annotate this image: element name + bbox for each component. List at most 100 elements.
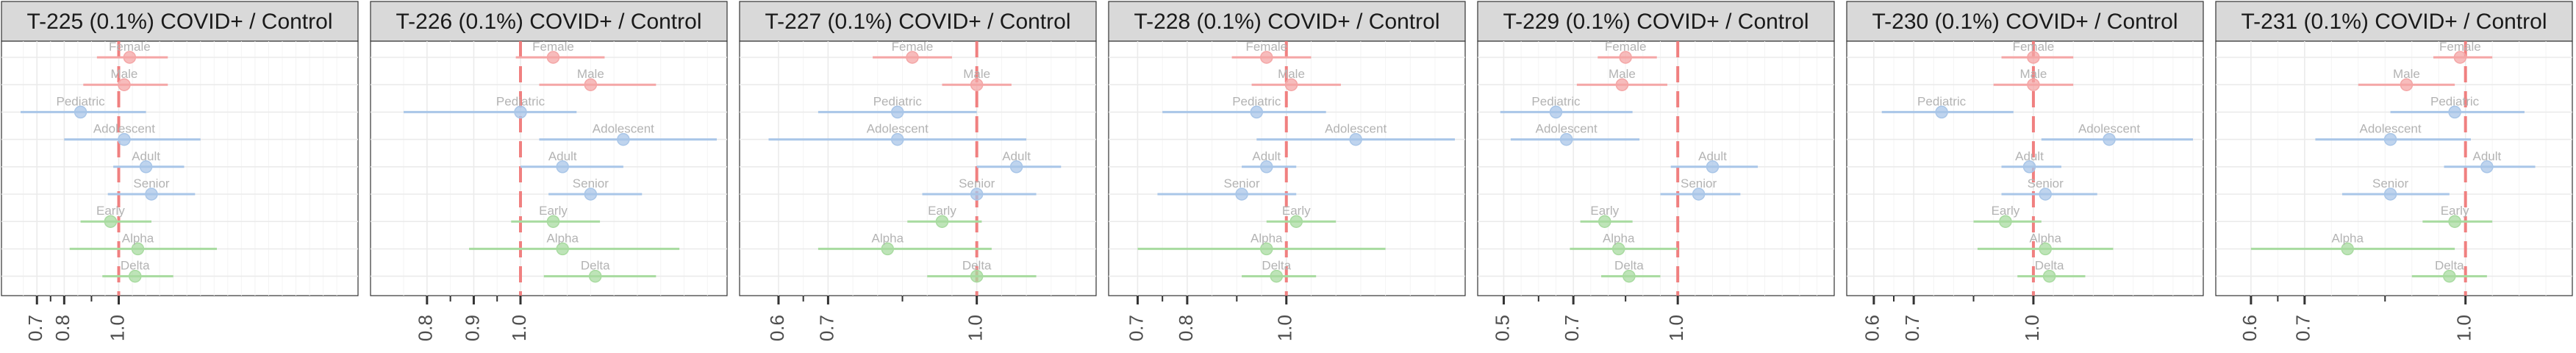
facet-panel-6: T-230 (0.1%) COVID+ / Control Female Male P…	[1846, 1, 2204, 341]
point-marker	[118, 132, 131, 146]
point-marker	[546, 51, 560, 64]
point-marker	[1349, 132, 1362, 146]
point-marker	[1622, 269, 1636, 283]
point-marker	[1260, 160, 1273, 174]
point-label: Delta	[1262, 259, 1291, 273]
point-label: Male	[1609, 67, 1636, 81]
point-marker	[881, 242, 895, 256]
point-label: Senior	[959, 176, 995, 190]
point-label: Alpha	[1251, 231, 1283, 245]
point-marker	[2448, 105, 2461, 119]
plot-area	[1, 40, 359, 296]
facet-title: T-230 (0.1%) COVID+ / Control	[1872, 10, 2178, 34]
point-marker	[1009, 160, 1023, 174]
point-label: Adolescent	[867, 122, 929, 136]
point-marker	[1559, 132, 1573, 146]
point-label: Adolescent	[2359, 122, 2421, 136]
point-marker	[2448, 215, 2461, 228]
facet-strip	[1108, 1, 1466, 42]
point-marker	[584, 78, 598, 91]
point-label: Adolescent	[2078, 122, 2140, 136]
point-marker	[1611, 242, 1625, 256]
point-label: Delta	[581, 259, 610, 273]
point-label: Adult	[1002, 149, 1031, 163]
point-label: Female	[1245, 40, 1287, 54]
point-label: Male	[2019, 67, 2047, 81]
point-label: Alpha	[2029, 231, 2061, 245]
point-label: Female	[2013, 40, 2055, 54]
x-tick-label: 0.6	[1861, 315, 1883, 341]
facet-title: T-227 (0.1%) COVID+ / Control	[765, 10, 1071, 34]
point-marker	[2341, 242, 2354, 256]
point-label: Delta	[2435, 259, 2464, 273]
point-label: Pediatric	[496, 94, 545, 108]
x-tick-label: 0.8	[51, 315, 74, 341]
x-tick-label: 1.0	[1665, 315, 1687, 341]
x-tick-label: 1.0	[1274, 315, 1296, 341]
facet-panel-1: T-225 (0.1%) COVID+ / Control Female Male P…	[1, 1, 359, 341]
point-label: Senior	[1224, 176, 1260, 190]
point-label: Adult	[2472, 149, 2501, 163]
point-marker	[2022, 160, 2036, 174]
x-tick-label: 0.7	[815, 315, 837, 341]
point-marker	[1615, 78, 1629, 91]
point-label: Early	[1282, 204, 1311, 218]
facet-strip	[739, 1, 1097, 42]
point-label: Adult	[1252, 149, 1281, 163]
point-marker	[2042, 269, 2056, 283]
x-tick-label: 0.7	[1901, 315, 1923, 341]
point-label: Delta	[1614, 259, 1644, 273]
point-marker	[1692, 188, 1706, 201]
point-marker	[131, 242, 145, 256]
point-marker	[118, 78, 131, 91]
point-label: Female	[1605, 40, 1647, 54]
point-marker	[2453, 51, 2467, 64]
point-label: Senior	[573, 176, 609, 190]
facet-panel-7: T-231 (0.1%) COVID+ / Control Female Male P…	[2215, 1, 2573, 341]
point-label: Adolescent	[93, 122, 155, 136]
point-label: Male	[963, 67, 990, 81]
point-label: Adult	[548, 149, 577, 163]
facet-strip	[1477, 1, 1835, 42]
point-label: Alpha	[122, 231, 154, 245]
point-marker	[2383, 188, 2397, 201]
point-marker	[1289, 215, 1303, 228]
x-tick-label: 1.0	[106, 315, 128, 341]
point-marker	[129, 269, 142, 283]
point-marker	[546, 215, 560, 228]
point-label: Alpha	[1603, 231, 1635, 245]
point-label: Adolescent	[593, 122, 654, 136]
point-label: Senior	[1681, 176, 1717, 190]
point-marker	[514, 105, 527, 119]
x-tick-label: 1.0	[2021, 315, 2043, 341]
point-label: Delta	[121, 259, 150, 273]
point-label: Pediatric	[873, 94, 923, 108]
x-tick-label: 0.7	[1125, 315, 1147, 341]
point-label: Alpha	[2331, 231, 2364, 245]
point-label: Early	[1590, 204, 1619, 218]
facet-title: T-229 (0.1%) COVID+ / Control	[1503, 10, 1809, 34]
point-marker	[556, 242, 569, 256]
x-tick-label: 0.6	[766, 315, 788, 341]
point-marker	[2400, 78, 2414, 91]
point-label: Pediatric	[2430, 94, 2480, 108]
point-marker	[104, 215, 118, 228]
point-label: Adult	[132, 149, 160, 163]
x-tick-label: 0.8	[1175, 315, 1197, 341]
point-label: Delta	[962, 259, 992, 273]
facet-panel-5: T-229 (0.1%) COVID+ / Control Female Male P…	[1477, 1, 1835, 341]
facet-title: T-228 (0.1%) COVID+ / Control	[1134, 10, 1440, 34]
facet-panel-3: T-227 (0.1%) COVID+ / Control Female Male P…	[739, 1, 1097, 341]
facet-panel-4: T-228 (0.1%) COVID+ / Control Female Male P…	[1108, 1, 1466, 341]
x-tick-label: 1.0	[2453, 315, 2475, 341]
x-tick-label: 1.0	[965, 315, 987, 341]
point-label: Female	[2439, 40, 2481, 54]
point-label: Senior	[2372, 176, 2408, 190]
point-marker	[145, 188, 158, 201]
point-label: Female	[892, 40, 934, 54]
point-marker	[1260, 51, 1273, 64]
point-marker	[584, 188, 598, 201]
x-tick-label: 0.7	[1561, 315, 1583, 341]
x-tick-label: 0.6	[2239, 315, 2261, 341]
